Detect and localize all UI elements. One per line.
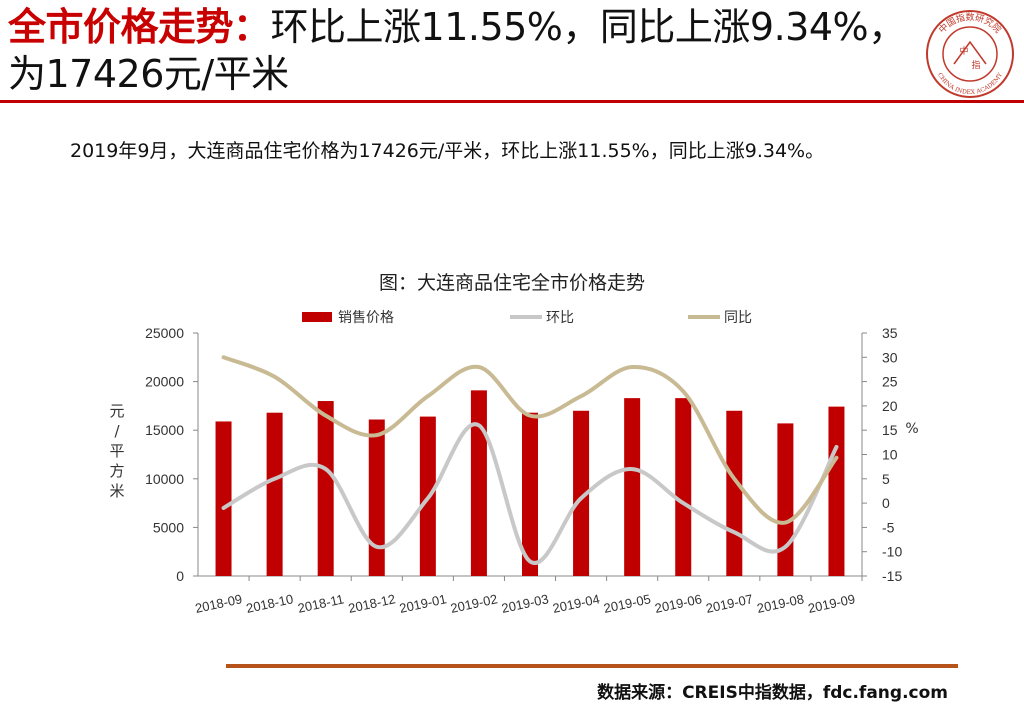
x-tick-label: 2019-09 bbox=[807, 591, 857, 616]
price-bar bbox=[215, 421, 232, 576]
left-axis-label-char: 平 bbox=[109, 442, 124, 460]
x-tick-label: 2019-05 bbox=[602, 591, 652, 616]
x-tick-label: 2019-01 bbox=[398, 591, 448, 616]
legend-swatch-price bbox=[302, 312, 332, 322]
china-index-academy-logo: 中国指数研究院 CHINA INDEX ACADEMY 中 指 bbox=[926, 10, 1014, 98]
right-tick-label: 30 bbox=[882, 349, 898, 365]
x-tick-label: 2019-04 bbox=[551, 591, 601, 616]
logo-center-bottom: 指 bbox=[971, 59, 980, 71]
right-tick-label: 5 bbox=[882, 471, 890, 487]
right-tick-label: 0 bbox=[882, 495, 890, 511]
right-tick-label: 20 bbox=[882, 398, 898, 414]
left-tick-label: 10000 bbox=[145, 471, 184, 487]
x-tick-label: 2019-02 bbox=[449, 591, 499, 616]
left-tick-label: 0 bbox=[176, 568, 184, 584]
left-tick-label: 15000 bbox=[145, 422, 184, 438]
right-tick-label: 35 bbox=[882, 325, 898, 341]
price-bar bbox=[726, 410, 743, 576]
price-bar bbox=[368, 419, 385, 576]
left-axis-label-char: 米 bbox=[109, 482, 124, 500]
left-axis-label-char: 元 bbox=[109, 402, 124, 420]
footer-rule bbox=[226, 664, 958, 668]
summary-text: 2019年9月，大连商品住宅价格为17426元/平米，环比上涨11.55%，同比… bbox=[70, 140, 825, 162]
price-bar bbox=[266, 412, 283, 576]
page-title-highlight: 全市价格走势： bbox=[8, 5, 271, 49]
x-tick-label: 2019-07 bbox=[704, 591, 754, 616]
price-bar bbox=[522, 412, 538, 576]
legend-label: 同比 bbox=[724, 310, 752, 326]
x-tick-label: 2019-06 bbox=[653, 591, 703, 616]
logo-center-top: 中 bbox=[959, 45, 968, 57]
right-tick-label: -5 bbox=[882, 519, 895, 535]
x-tick-label: 2018-12 bbox=[347, 591, 397, 616]
right-tick-label: -15 bbox=[882, 568, 902, 584]
yoy-line bbox=[221, 355, 839, 525]
legend-label: 环比 bbox=[546, 310, 574, 326]
price-bar bbox=[828, 406, 845, 576]
header-rule bbox=[0, 100, 1024, 103]
page-title-rest: 环比上涨11.55%，同比上涨9.34%，为17426元/平米 bbox=[8, 5, 906, 96]
left-tick-label: 20000 bbox=[145, 374, 184, 390]
x-tick-label: 2019-08 bbox=[756, 591, 806, 616]
data-source: 数据来源：CREIS中指数据，fdc.fang.com bbox=[597, 683, 948, 703]
x-tick-label: 2019-03 bbox=[500, 591, 550, 616]
left-axis-label-char: / bbox=[114, 422, 120, 440]
left-axis-label-char: 方 bbox=[109, 462, 124, 480]
page-title: 全市价格走势：环比上涨11.55%，同比上涨9.34%，为17426元/平米 bbox=[8, 4, 908, 98]
x-tick-label: 2018-10 bbox=[245, 591, 295, 616]
left-tick-label: 5000 bbox=[153, 519, 184, 535]
price-bar bbox=[317, 401, 334, 576]
price-bar bbox=[777, 423, 794, 576]
price-bar bbox=[573, 410, 590, 576]
right-axis-label: % bbox=[905, 421, 918, 437]
right-tick-label: 10 bbox=[882, 447, 898, 463]
price-bar bbox=[624, 398, 641, 576]
price-bar bbox=[470, 390, 487, 576]
left-tick-label: 25000 bbox=[145, 325, 184, 341]
right-tick-label: 25 bbox=[882, 374, 898, 390]
x-tick-label: 2018-11 bbox=[296, 591, 345, 615]
chart-title: 图：大连商品住宅全市价格走势 bbox=[378, 272, 645, 294]
right-tick-label: -10 bbox=[882, 544, 902, 560]
mom-line bbox=[221, 422, 839, 565]
price-bar bbox=[675, 398, 692, 576]
right-tick-label: 15 bbox=[882, 422, 898, 438]
legend-label: 销售价格 bbox=[338, 310, 394, 326]
x-tick-label: 2018-09 bbox=[194, 591, 244, 616]
logo-roof-icon bbox=[953, 40, 987, 65]
